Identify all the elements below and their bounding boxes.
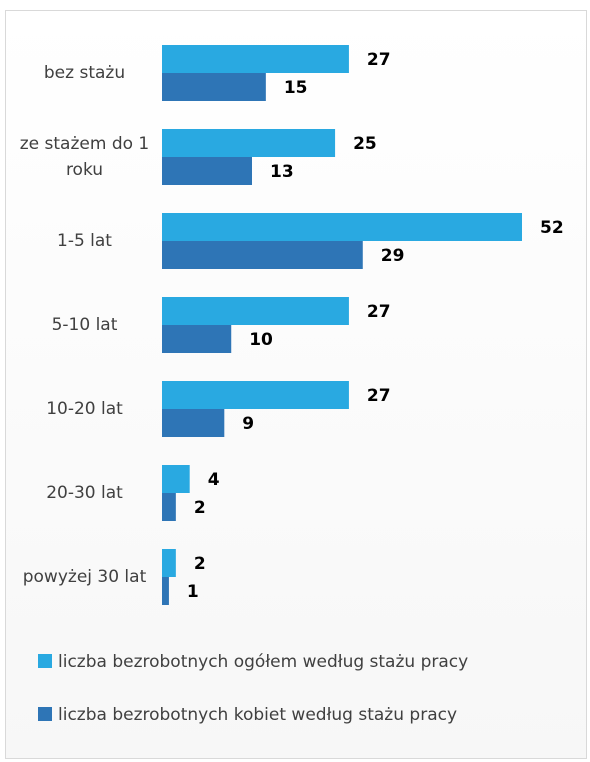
legend-item: liczba bezrobotnych ogółem według stażu … [38, 652, 468, 672]
legend-swatch [38, 654, 52, 668]
category-label: 5-10 lat [51, 315, 118, 335]
bar [162, 157, 252, 185]
data-label: 27 [367, 302, 391, 322]
bar [162, 45, 349, 73]
data-label: 2 [194, 554, 206, 574]
category-label: 1-5 lat [57, 231, 112, 251]
data-label: 27 [367, 50, 391, 70]
data-label: 2 [194, 498, 206, 518]
data-label: 9 [242, 414, 254, 434]
bar [162, 465, 190, 493]
bar [162, 213, 522, 241]
data-label: 29 [381, 246, 405, 266]
bar [162, 409, 225, 437]
legend-item: liczba bezrobotnych kobiet według stażu … [38, 705, 457, 725]
bar [162, 549, 176, 577]
bar [162, 73, 266, 101]
bar [162, 325, 232, 353]
legend-text: liczba bezrobotnych ogółem według stażu … [58, 652, 469, 672]
data-label: 27 [367, 386, 391, 406]
legend-text: liczba bezrobotnych kobiet według stażu … [58, 705, 458, 725]
bar [162, 129, 336, 157]
data-label: 10 [249, 330, 273, 350]
data-label: 15 [284, 78, 308, 98]
category-label: bez stażu [43, 63, 126, 83]
data-label: 4 [208, 470, 220, 490]
category-label: ze stażem do 1 roku [19, 134, 150, 180]
bar [162, 577, 169, 605]
data-label: 1 [187, 582, 199, 602]
data-label: 25 [353, 134, 377, 154]
bar [162, 381, 349, 409]
legend-swatch [38, 707, 52, 721]
category-label: powyżej 30 lat [22, 567, 147, 587]
bar [162, 493, 176, 521]
category-label: 20-30 lat [46, 483, 123, 503]
category-label: 10-20 lat [46, 399, 123, 419]
bar [162, 241, 363, 269]
data-label: 52 [540, 218, 564, 238]
data-label: 13 [270, 162, 294, 182]
bar [162, 297, 349, 325]
